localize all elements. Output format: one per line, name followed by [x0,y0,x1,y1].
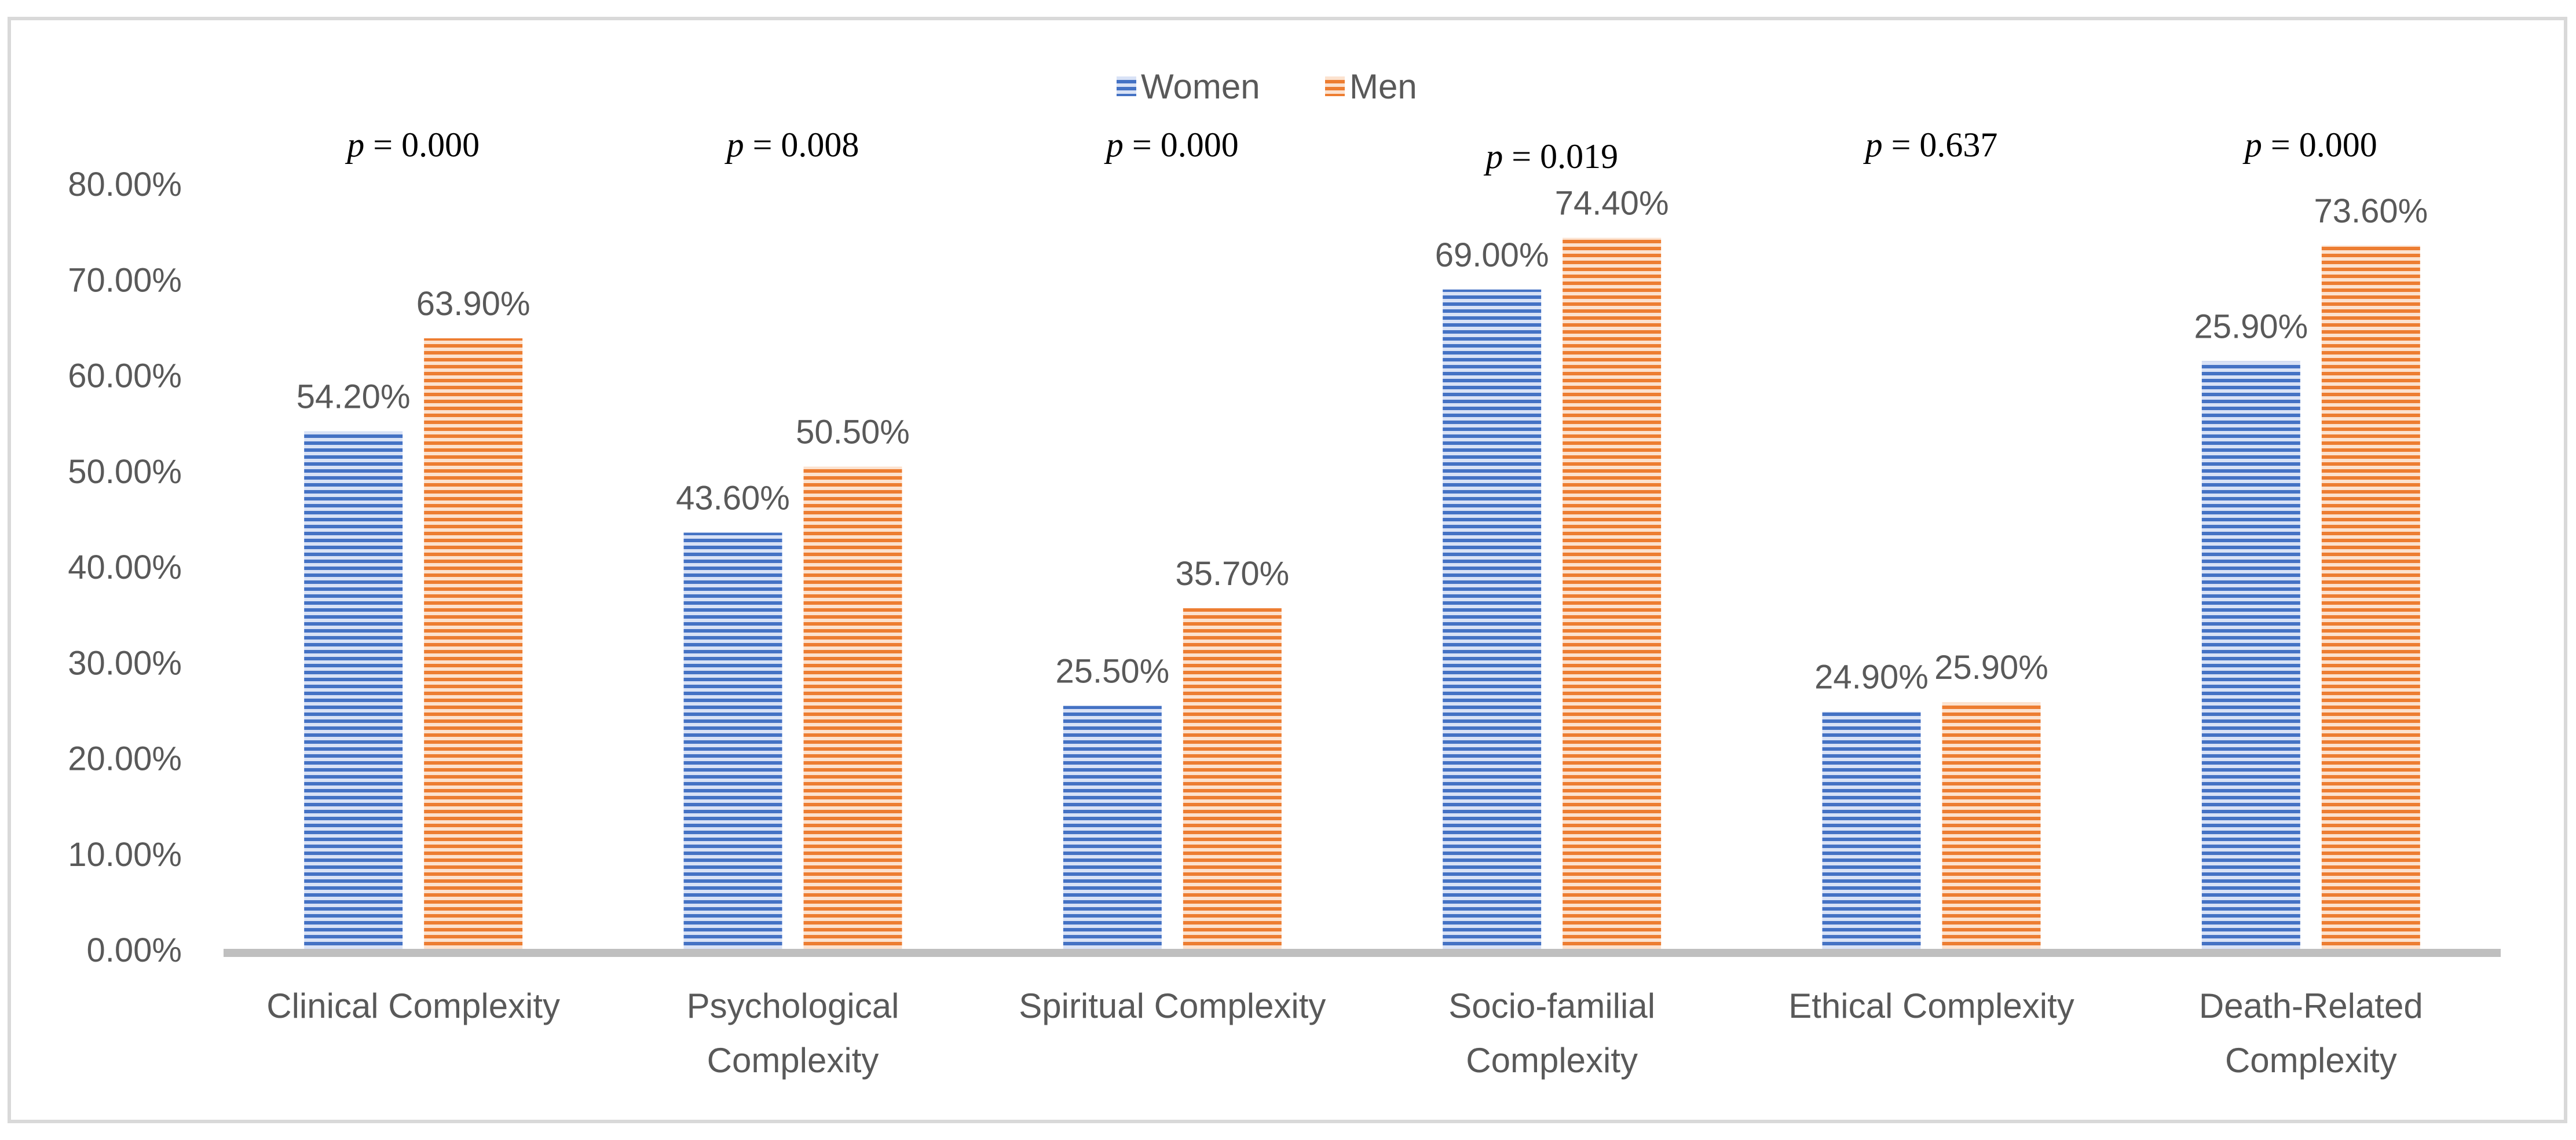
bar-women [2201,361,2300,950]
p-value: p = 0.637 [1863,126,1998,164]
bar-women [1443,289,1542,950]
data-label: 74.40% [1555,185,1669,222]
bars: 54.20%43.60%25.50%69.00%24.90%25.90%63.9… [297,185,2428,950]
x-tick-label: Clinical Complexity [266,986,560,1025]
bar-women [683,532,782,950]
y-tick-label: 30.00% [68,644,182,682]
data-label: 54.20% [297,378,411,415]
data-label: 69.00% [1435,236,1549,274]
y-tick-label: 0.00% [87,931,182,969]
bar-men [1183,608,1282,950]
y-tick-label: 50.00% [68,453,182,491]
p-value: p = 0.008 [724,126,859,164]
data-label: 24.90% [1814,659,1929,696]
x-tick-label: Death-Related [2199,986,2423,1025]
bar-men [1942,702,2041,950]
bar-men [424,338,523,950]
x-tick-label: Psychological [687,986,899,1025]
data-label: 35.70% [1175,555,1289,593]
data-label: 43.60% [676,480,790,517]
y-tick-label: 80.00% [68,166,182,203]
p-value: p = 0.000 [2242,126,2377,164]
y-tick-label: 70.00% [68,261,182,299]
p-value: p = 0.019 [1483,137,1618,176]
data-label: 25.90% [1934,649,2048,686]
p-value: p = 0.000 [1104,126,1239,164]
p-value-annotations: p = 0.000 p = 0.008 p = 0.000 p = 0.019 p = … [345,126,2377,176]
x-tick-label: Complexity [2225,1041,2397,1080]
p-value-text: = 0.000 [364,126,480,164]
x-axis-line [224,949,2501,957]
p-symbol: p [345,126,364,164]
legend-swatch-men [1325,76,1345,96]
x-axis: Clinical Complexity Psychological Complexi… [266,986,2423,1080]
p-value-text: = 0.008 [744,126,859,164]
y-tick-label: 10.00% [68,836,182,874]
x-tick-label: Socio-familial [1448,986,1655,1025]
legend: Women Men [1117,67,1417,106]
p-value-text: = 0.637 [1883,126,1998,164]
data-label: 50.50% [796,413,910,451]
legend-label: Women [1141,67,1260,106]
legend-label: Men [1349,67,1417,106]
y-tick-label: 60.00% [68,357,182,395]
bar-women [1822,711,1921,950]
p-symbol: p [1863,126,1883,164]
bar-women [304,431,403,950]
p-symbol: p [724,126,744,164]
x-tick-label: Spiritual Complexity [1019,986,1326,1025]
bar-men [2321,245,2420,950]
p-value: p = 0.000 [345,126,480,164]
p-symbol: p [2242,126,2262,164]
data-label: 25.50% [1055,653,1169,690]
p-value-text: = 0.000 [1124,126,1239,164]
x-tick-label: Complexity [1466,1041,1638,1080]
x-tick-label: Complexity [707,1041,879,1080]
data-label: 25.90% [2194,308,2308,346]
y-tick-label: 40.00% [68,549,182,586]
bar-men [1563,237,1662,950]
data-label: 73.60% [2314,192,2428,230]
bar-women [1063,706,1162,950]
p-value-text: = 0.019 [1503,137,1618,176]
y-tick-label: 20.00% [68,740,182,778]
p-value-text: = 0.000 [2262,126,2377,164]
x-tick-label: Ethical Complexity [1788,986,2074,1025]
legend-swatch-women [1117,76,1136,96]
p-symbol: p [1483,137,1503,176]
bar-men [803,466,902,950]
data-label: 63.90% [416,285,530,323]
y-axis: 0.00% 10.00% 20.00% 30.00% 40.00% 50.00% 60.00… [68,166,182,969]
p-symbol: p [1104,126,1124,164]
